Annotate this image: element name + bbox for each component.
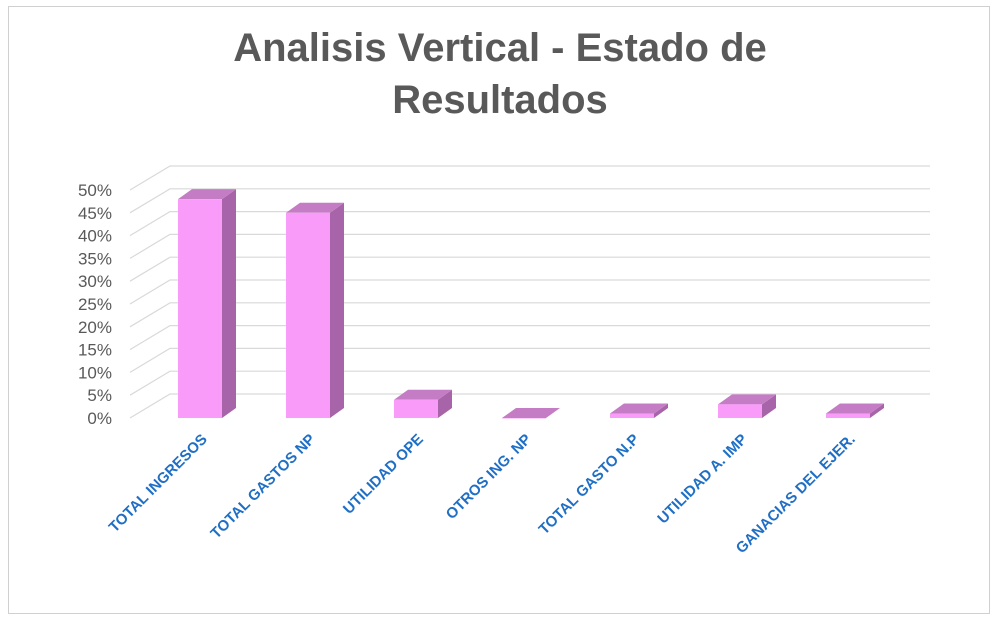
x-tick-label: TOTAL GASTOS NP bbox=[207, 431, 318, 542]
grid-line bbox=[129, 256, 930, 282]
y-tick-label: 5% bbox=[87, 386, 112, 405]
y-tick-label: 0% bbox=[87, 409, 112, 428]
bar-front bbox=[826, 413, 870, 418]
chart-title: Analisis Vertical - Estado de Resultados bbox=[233, 26, 767, 122]
bar-top bbox=[286, 202, 344, 213]
bar-front bbox=[718, 404, 762, 418]
bar-top bbox=[610, 403, 668, 414]
bar bbox=[610, 403, 668, 418]
bar-top bbox=[502, 408, 560, 418]
y-tick-label: 25% bbox=[78, 295, 112, 314]
grid-line bbox=[129, 370, 930, 396]
grid-line bbox=[129, 393, 930, 419]
x-tick-label: OTROS ING. NP bbox=[443, 431, 535, 523]
bar-side bbox=[330, 202, 344, 418]
bar-front bbox=[502, 418, 546, 419]
y-tick-label: 50% bbox=[78, 181, 112, 200]
bar-front bbox=[286, 212, 330, 418]
bar bbox=[178, 189, 236, 418]
x-tick-label: UTILIDAD A. IMP bbox=[654, 431, 750, 527]
bar-side bbox=[654, 403, 668, 418]
bar bbox=[826, 403, 884, 418]
y-tick-label: 20% bbox=[78, 318, 112, 337]
y-tick-label: 10% bbox=[78, 363, 112, 382]
bar-front bbox=[610, 413, 654, 418]
bar-front bbox=[394, 399, 438, 418]
grid-line bbox=[129, 188, 930, 214]
bar-side bbox=[870, 403, 884, 418]
bar-side bbox=[222, 189, 236, 418]
x-tick-label: GANACIAS DEL EJER. bbox=[733, 431, 859, 557]
bar-top bbox=[826, 403, 884, 414]
chart-frame bbox=[8, 6, 990, 614]
x-tick-label: TOTAL GASTO N.P bbox=[536, 431, 643, 538]
bar bbox=[286, 202, 344, 418]
bar bbox=[718, 394, 776, 418]
grid-line bbox=[129, 279, 930, 305]
grid-line bbox=[129, 165, 930, 191]
bar bbox=[502, 408, 560, 419]
bar-top bbox=[718, 394, 776, 405]
y-tick-label: 40% bbox=[78, 227, 112, 246]
x-tick-label: UTILIDAD OPE bbox=[340, 431, 427, 518]
bar-side bbox=[438, 389, 452, 418]
y-tick-label: 15% bbox=[78, 341, 112, 360]
grid-line bbox=[129, 233, 930, 259]
bar-front bbox=[178, 199, 222, 418]
grid-line bbox=[129, 325, 930, 351]
bar-top bbox=[394, 389, 452, 400]
grid-line bbox=[129, 211, 930, 237]
grid-line bbox=[129, 347, 930, 373]
y-tick-label: 45% bbox=[78, 204, 112, 223]
x-tick-label: TOTAL INGRESOS bbox=[106, 431, 211, 536]
bar-side bbox=[762, 394, 776, 418]
bar bbox=[394, 389, 452, 418]
y-tick-label: 30% bbox=[78, 272, 112, 291]
bar-top bbox=[178, 189, 236, 200]
grid-line bbox=[129, 302, 930, 328]
y-tick-label: 35% bbox=[78, 249, 112, 268]
